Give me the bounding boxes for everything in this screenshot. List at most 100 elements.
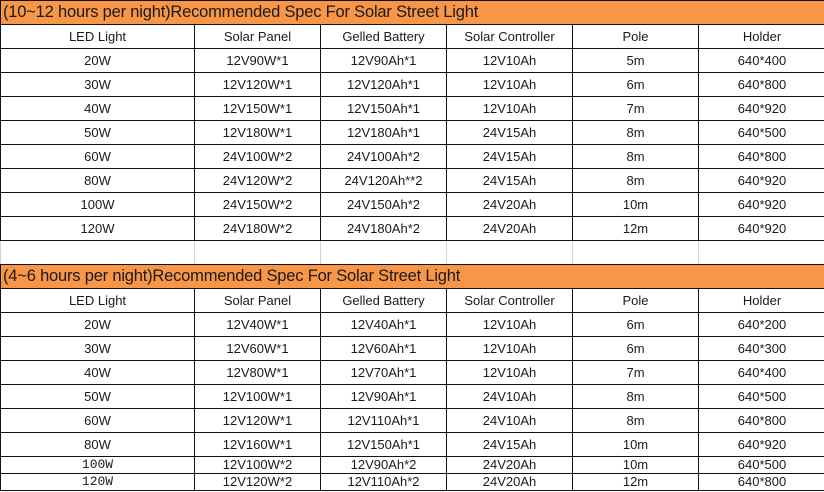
table-cell: 12V110Ah*1 [320, 408, 447, 433]
table-row: 100W 24V150W*2 24V150Ah*2 24V20Ah 10m 640*920 [0, 192, 824, 217]
table-cell: 60W [0, 144, 195, 169]
column-header: Gelled Battery [320, 24, 447, 49]
table-row: 60W 24V100W*2 24V100Ah*2 24V15Ah 8m 640*800 [0, 144, 824, 169]
table-cell: 8m [572, 384, 699, 409]
table-cell: 24V100W*2 [194, 144, 321, 169]
table-cell: 24V10Ah [446, 408, 573, 433]
table-cell: 24V100Ah*2 [320, 144, 447, 169]
table-cell: 7m [572, 360, 699, 385]
table-row: 60W 12V120W*1 12V110Ah*1 24V10Ah 8m 640*800 [0, 408, 824, 433]
table-cell: 6m [572, 312, 699, 337]
column-header: LED Light [0, 24, 195, 49]
table-cell: 24V20Ah [446, 456, 573, 474]
table-cell: 12V160W*1 [194, 432, 321, 457]
table-cell: 640*200 [697, 312, 824, 337]
table-cell: 120W [0, 473, 195, 491]
table-cell: 12V40W*1 [194, 312, 321, 337]
table-cell: 7m [572, 96, 699, 121]
table-cell: 120W [0, 216, 195, 241]
table-cell: 8m [572, 120, 699, 145]
table-cell: 50W [0, 120, 195, 145]
table-cell: 640*500 [697, 120, 824, 145]
table-cell: 80W [0, 432, 195, 457]
section-title: (4~6 hours per night)Recommended Spec Fo… [0, 264, 824, 289]
table-cell: 12V80W*1 [194, 360, 321, 385]
header-row: LED Light Solar Panel Gelled Battery Solar … [0, 288, 824, 313]
table-cell: 24V10Ah [446, 384, 573, 409]
table-cell: 24V120Ah**2 [320, 168, 447, 193]
table-cell: 30W [0, 336, 195, 361]
table-cell: 12V120Ah*1 [320, 72, 447, 97]
table-cell: 10m [572, 432, 699, 457]
table-row: 120W 24V180W*2 24V180Ah*2 24V20Ah 12m 640*920 [0, 216, 824, 241]
table-cell: 640*920 [697, 96, 824, 121]
table-row: 30W 12V120W*1 12V120Ah*1 12V10Ah 6m 640*800 [0, 72, 824, 97]
table-row: 40W 12V80W*1 12V70Ah*1 12V10Ah 7m 640*400 [0, 360, 824, 385]
table-cell: 24V180W*2 [194, 216, 321, 241]
table-cell: 20W [0, 48, 195, 73]
table-row: 50W 12V100W*1 12V90Ah*1 24V10Ah 8m 640*500 [0, 384, 824, 409]
table-cell: 24V150W*2 [194, 192, 321, 217]
table-cell: 12V120W*1 [194, 72, 321, 97]
table-cell: 12V90Ah*1 [320, 48, 447, 73]
table-cell: 5m [572, 48, 699, 73]
table-cell: 10m [572, 192, 699, 217]
table-row: 50W 12V180W*1 12V180Ah*1 24V15Ah 8m 640*500 [0, 120, 824, 145]
table-cell: 24V150Ah*2 [320, 192, 447, 217]
table-cell: 12V100W*1 [194, 384, 321, 409]
table-cell: 12V10Ah [446, 360, 573, 385]
column-header: Pole [572, 288, 699, 313]
column-header: Solar Controller [446, 24, 573, 49]
section-title-row: (4~6 hours per night)Recommended Spec Fo… [0, 264, 824, 289]
table-cell: 12V90Ah*1 [320, 384, 447, 409]
table-cell: 24V120W*2 [194, 168, 321, 193]
table-cell: 12V90Ah*2 [320, 456, 447, 474]
column-header: Holder [697, 288, 824, 313]
table-cell: 12V120W*1 [194, 408, 321, 433]
table-cell: 640*800 [697, 144, 824, 169]
header-row: LED Light Solar Panel Gelled Battery Solar … [0, 24, 824, 49]
column-header: LED Light [0, 288, 195, 313]
table-row: 80W 24V120W*2 24V120Ah**2 24V15Ah 8m 640*920 [0, 168, 824, 193]
table-cell: 24V15Ah [446, 432, 573, 457]
table-cell: 12V180W*1 [194, 120, 321, 145]
table-cell: 80W [0, 168, 195, 193]
table-cell: 12V120W*2 [194, 473, 321, 491]
table-cell: 12V40Ah*1 [320, 312, 447, 337]
table-cell: 12V150W*1 [194, 96, 321, 121]
table-cell: 640*800 [697, 408, 824, 433]
table-cell: 30W [0, 72, 195, 97]
table-cell: 12V150Ah*1 [320, 432, 447, 457]
column-header: Pole [572, 24, 699, 49]
table-cell: 24V20Ah [446, 216, 573, 241]
table-row: 20W 12V90W*1 12V90Ah*1 12V10Ah 5m 640*400 [0, 48, 824, 73]
table-cell: 24V180Ah*2 [320, 216, 447, 241]
table-cell: 8m [572, 408, 699, 433]
section-title: (10~12 hours per night)Recommended Spec … [0, 0, 824, 25]
table-cell: 640*920 [697, 192, 824, 217]
table-cell: 100W [0, 192, 195, 217]
table-cell: 12V180Ah*1 [320, 120, 447, 145]
table-cell: 12V60W*1 [194, 336, 321, 361]
table-cell: 640*920 [697, 432, 824, 457]
table-cell: 24V15Ah [446, 120, 573, 145]
table-row: 20W 12V40W*1 12V40Ah*1 12V10Ah 6m 640*200 [0, 312, 824, 337]
table-row: 120W 12V120W*2 12V110Ah*2 24V20Ah 12m 640*800 [0, 473, 824, 491]
table-cell: 12m [572, 216, 699, 241]
table-cell: 640*920 [697, 168, 824, 193]
table-cell: 12V10Ah [446, 72, 573, 97]
table-cell: 24V20Ah [446, 192, 573, 217]
table-cell: 640*400 [697, 48, 824, 73]
table-cell: 50W [0, 384, 195, 409]
column-header: Gelled Battery [320, 288, 447, 313]
table-cell: 6m [572, 72, 699, 97]
table-row: 80W 12V160W*1 12V150Ah*1 24V15Ah 10m 640*920 [0, 432, 824, 457]
table-cell: 6m [572, 336, 699, 361]
table-cell: 640*800 [697, 473, 824, 491]
section-title-row: (10~12 hours per night)Recommended Spec … [0, 0, 824, 25]
table-cell: 40W [0, 360, 195, 385]
table-cell: 12V60Ah*1 [320, 336, 447, 361]
table-cell: 60W [0, 408, 195, 433]
table-cell: 640*400 [697, 360, 824, 385]
